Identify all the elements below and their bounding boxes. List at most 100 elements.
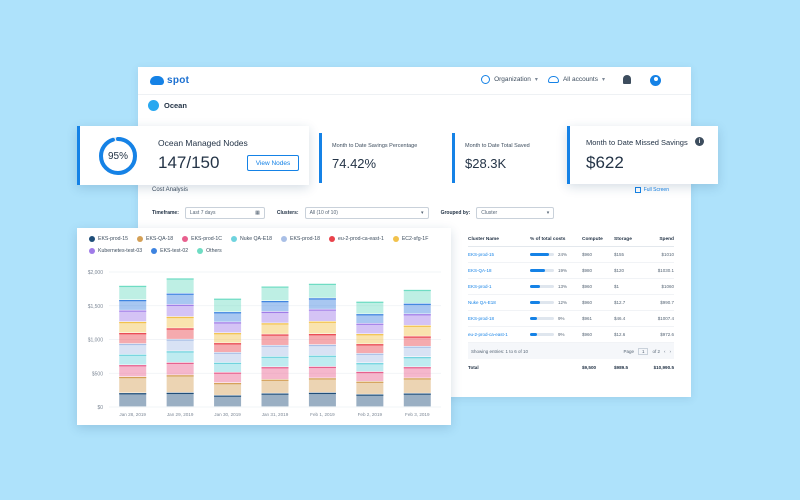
bar-segment[interactable] [356, 394, 384, 407]
bar-segment[interactable] [356, 381, 384, 394]
grouped-by-select[interactable]: Cluster ▾ [476, 207, 555, 219]
bar-segment[interactable] [166, 316, 194, 328]
timeframe-select[interactable]: Last 7 days ▦ [184, 207, 265, 219]
user-icon[interactable] [650, 75, 661, 86]
bar-segment[interactable] [308, 355, 336, 367]
bar-segment[interactable] [308, 298, 336, 309]
bar-segment[interactable] [308, 392, 336, 407]
legend-item[interactable]: Kubernetes-test-03 [89, 248, 142, 254]
legend-item[interactable]: EKS-QA-18 [137, 236, 173, 242]
bar-segment[interactable] [261, 334, 289, 345]
bar-segment[interactable] [308, 378, 336, 393]
bar-segment[interactable] [403, 336, 431, 346]
bar-segment[interactable] [261, 301, 289, 312]
header-storage[interactable]: Storage [614, 237, 632, 242]
next-page-icon[interactable]: › [669, 348, 672, 354]
clusters-select[interactable]: All (10 of 10) ▾ [304, 207, 429, 219]
header-spend[interactable]: Spend [659, 237, 674, 242]
cluster-name-link[interactable]: EKS-QA-18 [468, 268, 492, 273]
prev-page-icon[interactable]: ‹ [664, 348, 666, 354]
bar-segment[interactable] [166, 293, 194, 305]
bar-segment[interactable] [403, 346, 431, 357]
bar-segment[interactable] [356, 344, 384, 354]
bar-segment[interactable] [214, 333, 242, 343]
bar-segment[interactable] [308, 366, 336, 378]
full-screen-button[interactable]: Full Screen [634, 187, 669, 193]
bar-segment[interactable] [166, 278, 194, 293]
bar-segment[interactable] [261, 393, 289, 407]
bar-segment[interactable] [214, 383, 242, 395]
legend-item[interactable]: Nuke QA-E18 [230, 236, 272, 242]
table-row[interactable]: EKS-prod-1 13% $960 $1 $1060 [468, 279, 674, 295]
bar-segment[interactable] [261, 345, 289, 357]
bar-segment[interactable] [214, 322, 242, 333]
bar-segment[interactable] [261, 311, 289, 323]
legend-item[interactable]: EKS-test-02 [151, 248, 188, 254]
bar-segment[interactable] [119, 285, 147, 300]
bar-segment[interactable] [261, 356, 289, 367]
bar-segment[interactable] [261, 379, 289, 393]
table-row[interactable]: EKS-prod-15 24% $960 $155 $1010 [468, 247, 674, 263]
bar-segment[interactable] [214, 343, 242, 353]
bar-segment[interactable] [119, 300, 147, 310]
bar-segment[interactable] [356, 314, 384, 324]
bar-segment[interactable] [403, 357, 431, 367]
bar-segment[interactable] [308, 309, 336, 322]
cluster-name-link[interactable]: eu-2-prod-ca-east-1 [468, 332, 508, 337]
bar-segment[interactable] [214, 352, 242, 363]
cluster-name-link[interactable]: EKS-prod-18 [468, 316, 495, 321]
bar-segment[interactable] [166, 339, 194, 351]
bar-segment[interactable] [119, 321, 147, 333]
cluster-name-link[interactable]: EKS-prod-15 [468, 252, 495, 257]
bar-segment[interactable] [214, 298, 242, 312]
legend-item[interactable]: EKS-prod-15 [89, 236, 128, 242]
bar-segment[interactable] [261, 323, 289, 334]
organization-selector[interactable]: Organization ▾ [481, 75, 538, 84]
bar-segment[interactable] [403, 314, 431, 326]
bar-segment[interactable] [403, 289, 431, 304]
bar-segment[interactable] [166, 375, 194, 393]
bar-segment[interactable] [119, 376, 147, 393]
bar-segment[interactable] [356, 363, 384, 372]
bar-segment[interactable] [308, 334, 336, 345]
accounts-selector[interactable]: All accounts ▾ [547, 76, 605, 83]
bar-segment[interactable] [308, 344, 336, 356]
bar-segment[interactable] [356, 323, 384, 334]
bar-segment[interactable] [166, 362, 194, 375]
legend-item[interactable]: EKS-prod-18 [280, 236, 320, 242]
page-input[interactable]: 1 [637, 347, 649, 355]
bar-segment[interactable] [403, 325, 431, 336]
cluster-name-link[interactable]: Nuke QA-E18 [468, 300, 496, 305]
bar-segment[interactable] [403, 393, 431, 407]
bar-segment[interactable] [166, 392, 194, 407]
spot-logo[interactable]: spot [150, 75, 189, 86]
bar-segment[interactable] [166, 328, 194, 339]
bar-segment[interactable] [119, 343, 147, 355]
bar-segment[interactable] [119, 310, 147, 322]
bar-segment[interactable] [119, 365, 147, 377]
table-row[interactable]: Nuke QA-E18 12% $960 $12.7 $990.7 [468, 295, 674, 311]
bar-segment[interactable] [403, 367, 431, 378]
bar-segment[interactable] [308, 283, 336, 298]
info-icon[interactable]: i [695, 137, 704, 146]
bar-segment[interactable] [403, 303, 431, 314]
table-row[interactable]: eu-2-prod-ca-east-1 9% $960 $12.6 $972.6 [468, 327, 674, 343]
bell-icon[interactable] [623, 75, 631, 84]
bar-segment[interactable] [214, 395, 242, 407]
legend-item[interactable]: EKS-prod-1C [182, 236, 222, 242]
view-nodes-button[interactable]: View Nodes [247, 155, 299, 171]
bar-segment[interactable] [356, 371, 384, 382]
bar-segment[interactable] [214, 372, 242, 383]
bar-segment[interactable] [166, 351, 194, 363]
bar-segment[interactable] [261, 367, 289, 380]
header-compute[interactable]: Compute [582, 237, 603, 242]
header-pct[interactable]: % of total costs [530, 237, 566, 242]
bar-segment[interactable] [261, 286, 289, 301]
bar-segment[interactable] [356, 353, 384, 363]
legend-item[interactable]: eu-2-prod-ca-east-1 [328, 236, 384, 242]
bar-segment[interactable] [356, 301, 384, 314]
header-cluster-name[interactable]: Cluster Name [468, 237, 499, 242]
bar-segment[interactable] [403, 378, 431, 393]
bar-segment[interactable] [308, 321, 336, 334]
bar-segment[interactable] [119, 333, 147, 344]
